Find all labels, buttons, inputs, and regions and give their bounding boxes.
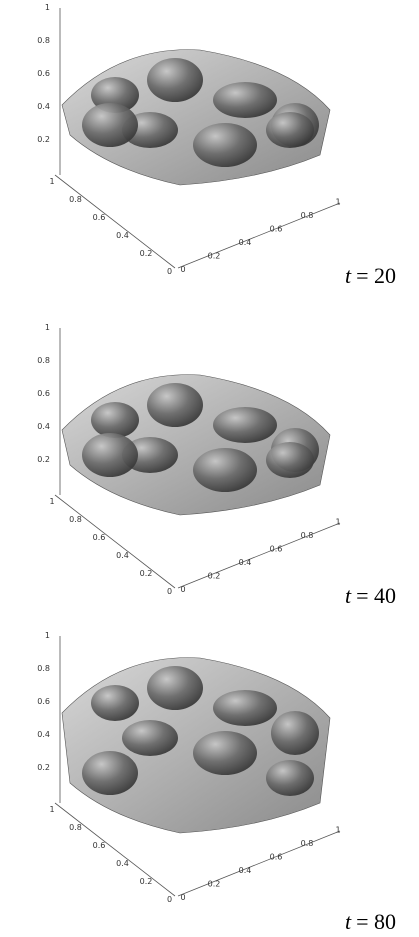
isosurface-lobe <box>213 82 277 118</box>
isosurface-lobe <box>193 123 257 167</box>
z-tick-label: 0.4 <box>37 730 50 739</box>
x-tick-label: 0.4 <box>116 231 129 240</box>
isosurface-lobe <box>271 711 319 755</box>
y-tick-label: 0.6 <box>270 225 283 234</box>
isosurface-lobe <box>213 407 277 443</box>
isosurface-lobe <box>266 112 314 148</box>
time-caption: t= 40 <box>345 583 396 608</box>
z-tick-label: 0.4 <box>37 422 50 431</box>
x-tick-label: 0 <box>167 895 172 904</box>
x-tick-label: 0.4 <box>116 551 129 560</box>
z-tick-label: 1 <box>45 3 50 12</box>
y-tick-label: 0 <box>180 893 185 902</box>
y-tick-label: 0.4 <box>239 238 252 247</box>
x-tick-label: 0.6 <box>93 841 106 850</box>
time-variable: t <box>345 909 352 934</box>
z-tick-label: 0.8 <box>37 356 50 365</box>
x-tick-label: 1 <box>49 177 54 186</box>
isosurface-lobe <box>91 402 139 438</box>
figure: 10.80.60.40.210.80.60.40.2000.20.40.60.8… <box>0 0 419 937</box>
y-tick-label: 0.8 <box>301 211 314 220</box>
y-tick-label: 0.2 <box>208 880 221 889</box>
y-axis <box>178 831 340 896</box>
x-tick-label: 0.4 <box>116 859 129 868</box>
isosurface-lobe <box>91 685 139 721</box>
x-tick-label: 1 <box>49 805 54 814</box>
y-tick-label: 0.6 <box>270 545 283 554</box>
y-tick-label: 1 <box>335 826 340 835</box>
x-tick-label: 1 <box>49 497 54 506</box>
isosurface-lobe <box>82 103 138 147</box>
time-value: = 20 <box>356 263 396 288</box>
y-tick-label: 0.2 <box>208 252 221 261</box>
z-tick-label: 1 <box>45 631 50 640</box>
y-tick-label: 0 <box>180 265 185 274</box>
z-tick-label: 0.2 <box>37 135 50 144</box>
z-tick-label: 0.2 <box>37 763 50 772</box>
isosurface-lobe <box>82 751 138 795</box>
y-tick-label: 0.8 <box>301 531 314 540</box>
z-tick-label: 0.4 <box>37 102 50 111</box>
y-tick-label: 1 <box>335 518 340 527</box>
z-tick-label: 0.6 <box>37 69 50 78</box>
isosurface-lobe <box>266 442 314 478</box>
isosurface-lobe <box>147 58 203 102</box>
x-tick-label: 0.8 <box>69 195 82 204</box>
x-tick-label: 0.6 <box>93 533 106 542</box>
x-tick-label: 0.2 <box>140 877 153 886</box>
z-tick-label: 0.6 <box>37 697 50 706</box>
isosurface-lobe <box>82 433 138 477</box>
time-caption: t= 80 <box>345 909 396 934</box>
isosurface-lobe <box>122 720 178 756</box>
time-variable: t <box>345 583 352 608</box>
z-tick-label: 0.8 <box>37 36 50 45</box>
isosurface-lobe <box>147 383 203 427</box>
x-axis <box>55 175 175 268</box>
x-tick-label: 0 <box>167 267 172 276</box>
time-value: = 80 <box>356 909 396 934</box>
time-value: = 40 <box>356 583 396 608</box>
isosurface-lobe <box>193 731 257 775</box>
y-tick-label: 0.8 <box>301 839 314 848</box>
z-tick-label: 1 <box>45 323 50 332</box>
x-tick-label: 0 <box>167 587 172 596</box>
y-tick-label: 0.2 <box>208 572 221 581</box>
x-tick-label: 0.2 <box>140 569 153 578</box>
isosurface-lobe <box>193 448 257 492</box>
x-tick-label: 0.2 <box>140 249 153 258</box>
z-tick-label: 0.6 <box>37 389 50 398</box>
time-variable: t <box>345 263 352 288</box>
x-tick-label: 0.6 <box>93 213 106 222</box>
x-tick-label: 0.8 <box>69 515 82 524</box>
y-tick-label: 0.6 <box>270 853 283 862</box>
x-tick-label: 0.8 <box>69 823 82 832</box>
y-tick-label: 0.4 <box>239 558 252 567</box>
isosurface-lobe <box>213 690 277 726</box>
isosurface-lobe <box>266 760 314 796</box>
z-tick-label: 0.2 <box>37 455 50 464</box>
y-axis <box>178 523 340 588</box>
isosurface-lobe <box>147 666 203 710</box>
y-tick-label: 1 <box>335 198 340 207</box>
y-tick-label: 0 <box>180 585 185 594</box>
y-tick-label: 0.4 <box>239 866 252 875</box>
z-tick-label: 0.8 <box>37 664 50 673</box>
y-axis <box>178 203 340 268</box>
time-caption: t= 20 <box>345 263 396 288</box>
